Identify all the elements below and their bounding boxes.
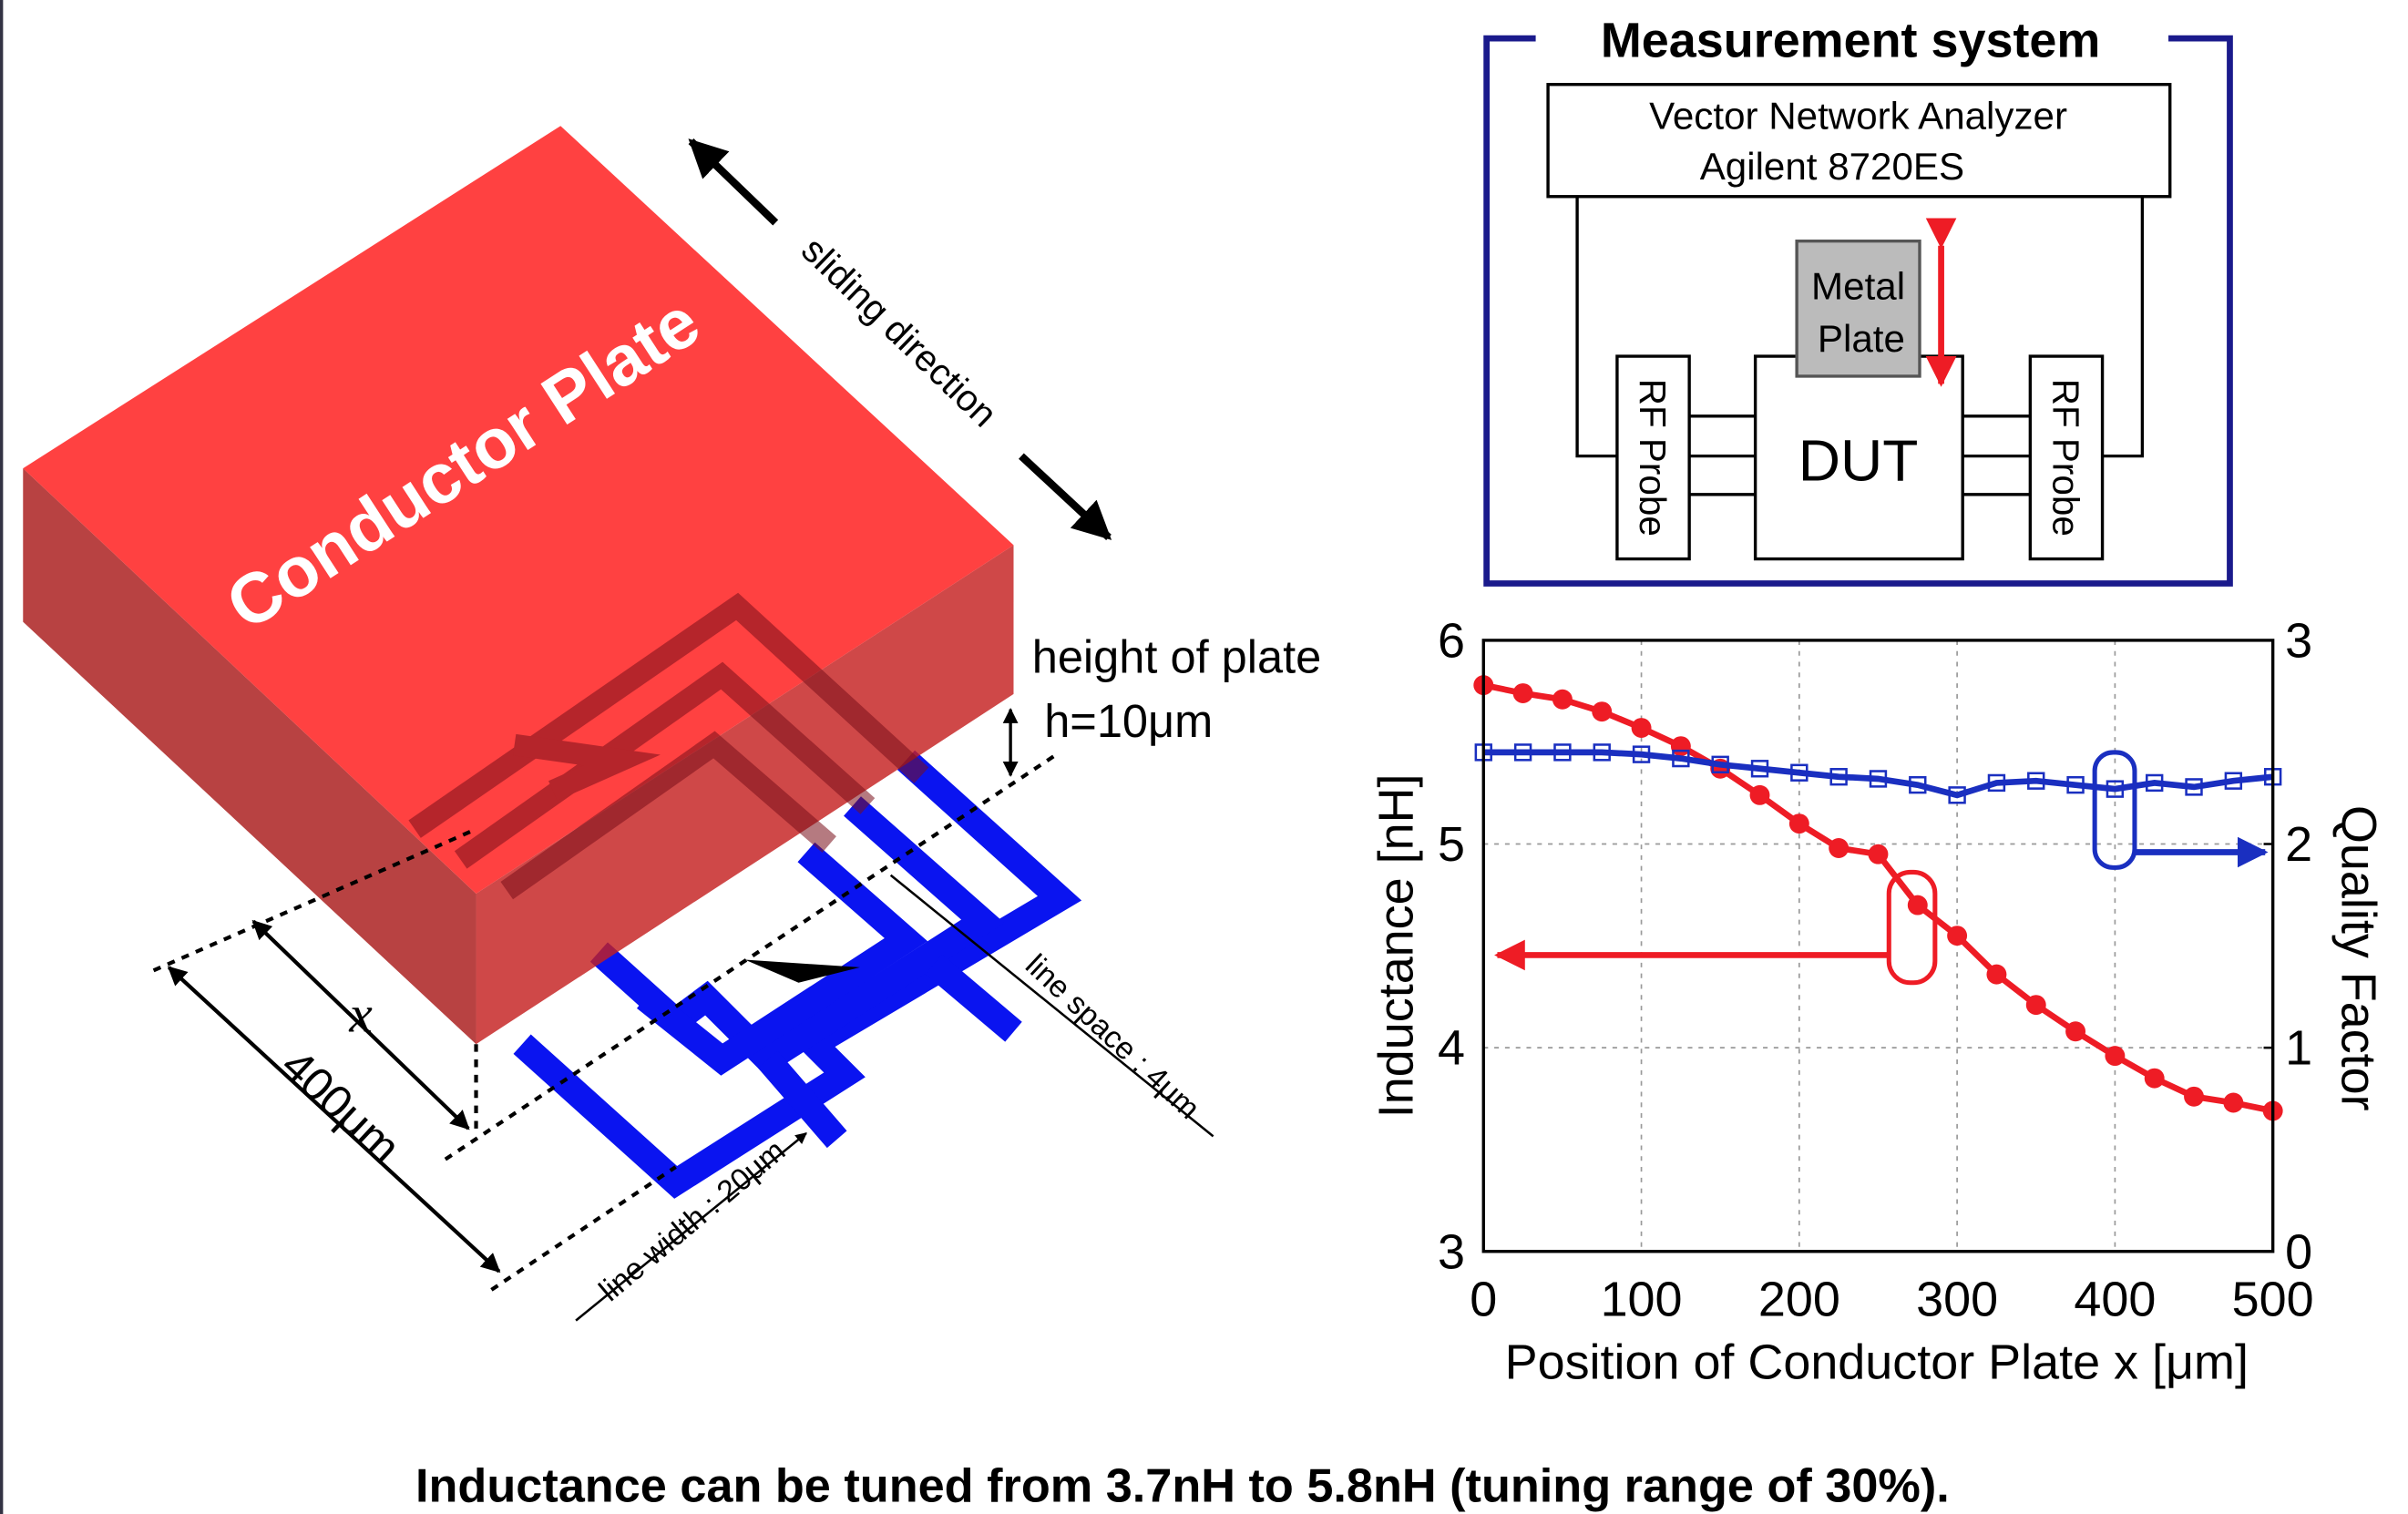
- x-label: x: [348, 987, 373, 1044]
- y2-tick-label: 2: [2285, 817, 2312, 872]
- point: [1632, 718, 1652, 738]
- point: [1592, 701, 1612, 721]
- x-axis-label: Position of Conductor Plate x [μm]: [1505, 1335, 2249, 1390]
- point: [2105, 1046, 2125, 1066]
- x-tick-label: 300: [1916, 1273, 1998, 1327]
- y-tick-label: 6: [1438, 613, 1465, 668]
- point: [2145, 1069, 2165, 1089]
- probe-right-label: RF Probe: [2045, 379, 2087, 537]
- y-tick-label: 4: [1438, 1021, 1465, 1076]
- point: [1908, 895, 1928, 916]
- x-tick-label: 0: [1470, 1273, 1497, 1327]
- y2-axis-label: Quality Factor: [2331, 805, 2386, 1111]
- slide-arrow: [1021, 456, 1109, 537]
- point: [1869, 844, 1889, 864]
- caption: Inductance can be tuned from 3.7nH to 5.…: [415, 1460, 1950, 1513]
- point: [1750, 785, 1770, 805]
- x-tick-label: 100: [1601, 1273, 1683, 1327]
- red-oval: [1889, 872, 1935, 982]
- y-axis-label: Inductance [nH]: [1369, 773, 1424, 1118]
- y2-tick-label: 1: [2285, 1021, 2312, 1076]
- point: [2184, 1087, 2204, 1107]
- length-label: 400μm: [272, 1038, 411, 1173]
- point: [1789, 813, 1809, 834]
- page: { "diagram": { "plate_label": "Conductor…: [0, 0, 2408, 1514]
- chart: 0 100 200 300 400 500 3 4 5 6 0 1 2 3: [1438, 613, 2314, 1326]
- x-tick-label: 500: [2232, 1273, 2314, 1327]
- plot-frame: [1483, 640, 2272, 1252]
- y-tick-label: 3: [1438, 1224, 1465, 1279]
- vna-line2: Agilent 8720ES: [1700, 145, 1964, 188]
- line-space: line space : 4μm: [1019, 947, 1206, 1126]
- height-value: h=10μm: [1044, 695, 1213, 747]
- point: [1829, 838, 1849, 858]
- probe-left-label: RF Probe: [1632, 379, 1674, 537]
- metal-line1: Metal: [1811, 265, 1905, 308]
- point: [2223, 1093, 2243, 1113]
- y2-tick-label: 3: [2285, 613, 2312, 668]
- dut-label: DUT: [1798, 428, 1919, 494]
- point: [1947, 926, 1967, 946]
- series-line: [1483, 752, 2272, 795]
- slide-arrow: [692, 141, 776, 222]
- y-tick-label: 5: [1438, 817, 1465, 872]
- point: [1986, 965, 2006, 985]
- point: [2065, 1021, 2085, 1041]
- measurement-title: Measurement system: [1601, 13, 2100, 67]
- left-edge: [0, 0, 3, 1514]
- point: [1552, 690, 1573, 710]
- height-label: height of plate: [1032, 630, 1322, 682]
- x-tick-label: 200: [1758, 1273, 1840, 1327]
- vna-line1: Vector Network Analyzer: [1649, 95, 2067, 138]
- figure: Conductor Plate sliding direction height…: [0, 0, 2408, 1514]
- x-tick-label: 400: [2074, 1273, 2156, 1327]
- metal-line2: Plate: [1818, 317, 1905, 360]
- point: [2026, 995, 2046, 1015]
- point: [1513, 683, 1533, 703]
- y2-tick-label: 0: [2285, 1224, 2312, 1279]
